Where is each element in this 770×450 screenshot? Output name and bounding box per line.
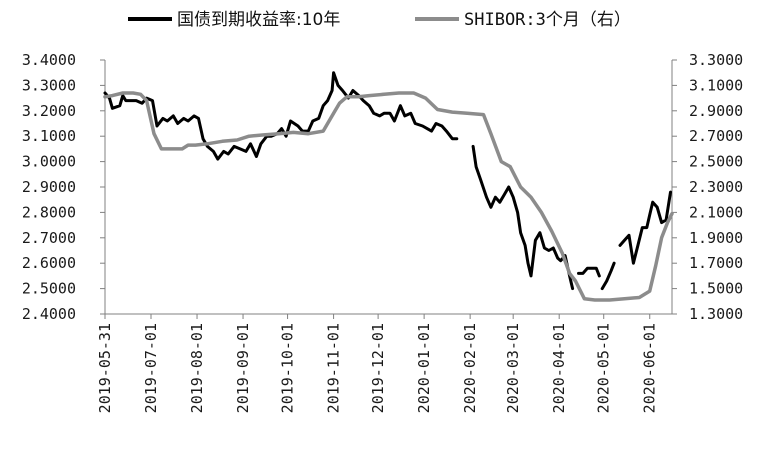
y-left-tick-label: 3.1000 bbox=[22, 127, 76, 145]
y-right-tick-label: 1.7000 bbox=[689, 254, 743, 272]
series-line-shibor-3m bbox=[103, 91, 674, 302]
y-right-tick-label: 1.5000 bbox=[689, 280, 743, 298]
y-right-tick-label: 2.5000 bbox=[689, 153, 743, 171]
x-tick-label: 2020-05-01 bbox=[595, 323, 613, 413]
y-right-tick-label: 1.3000 bbox=[689, 305, 743, 323]
x-tick-label: 2020-04-01 bbox=[550, 323, 568, 413]
y-right-tick-label: 2.9000 bbox=[689, 102, 743, 120]
series-lines bbox=[103, 71, 674, 302]
y-left-tick-labels: 2.4000 2.5000 2.6000 2.7000 2.8000 2.9000 3.00… bbox=[22, 51, 105, 323]
y-left-tick-label: 3.0000 bbox=[22, 153, 76, 171]
legend-label-bond-yield: 国债到期收益率:10年 bbox=[177, 10, 340, 30]
y-right-tick-label: 3.1000 bbox=[689, 76, 743, 94]
legend: 国债到期收益率:10年 SHIBOR:3个月（右） bbox=[128, 10, 631, 30]
x-tick-label: 2019-05-31 bbox=[96, 323, 114, 413]
x-tick-labels: 2019-05-31 2019-07-01 2019-08-01 2019-09-01… bbox=[96, 314, 659, 413]
x-tick-label: 2020-03-01 bbox=[504, 323, 522, 413]
x-tick-label: 2019-10-01 bbox=[279, 323, 297, 413]
y-left-tick-label: 2.6000 bbox=[22, 254, 76, 272]
y-left-tick-label: 3.4000 bbox=[22, 51, 76, 69]
y-left-tick-label: 2.5000 bbox=[22, 280, 76, 298]
y-right-tick-label: 2.7000 bbox=[689, 127, 743, 145]
x-tick-label: 2019-11-01 bbox=[325, 323, 343, 413]
x-tick-label: 2020-01-01 bbox=[415, 323, 433, 413]
x-tick-label: 2019-08-01 bbox=[188, 323, 206, 413]
x-tick-label: 2020-06-01 bbox=[641, 323, 659, 413]
y-right-tick-label: 1.9000 bbox=[689, 229, 743, 247]
x-tick-label: 2020-02-01 bbox=[461, 323, 479, 413]
y-right-tick-label: 3.3000 bbox=[689, 51, 743, 69]
legend-label-shibor: SHIBOR:3个月（右） bbox=[464, 10, 631, 30]
y-left-tick-label: 2.7000 bbox=[22, 229, 76, 247]
y-left-tick-label: 2.9000 bbox=[22, 178, 76, 196]
y-right-tick-label: 2.1000 bbox=[689, 203, 743, 221]
y-left-tick-label: 3.3000 bbox=[22, 76, 76, 94]
y-right-tick-label: 2.3000 bbox=[689, 178, 743, 196]
x-tick-label: 2019-12-01 bbox=[369, 323, 387, 413]
y-right-tick-labels: 1.3000 1.5000 1.7000 1.9000 2.1000 2.3000 2.50… bbox=[672, 51, 743, 323]
axes bbox=[104, 60, 673, 315]
y-left-tick-label: 2.8000 bbox=[22, 203, 76, 221]
x-tick-label: 2019-07-01 bbox=[142, 323, 160, 413]
x-tick-label: 2019-09-01 bbox=[234, 323, 252, 413]
y-left-tick-label: 3.2000 bbox=[22, 102, 76, 120]
series-line-bond-yield-10y bbox=[103, 71, 672, 291]
y-left-tick-label: 2.4000 bbox=[22, 305, 76, 323]
